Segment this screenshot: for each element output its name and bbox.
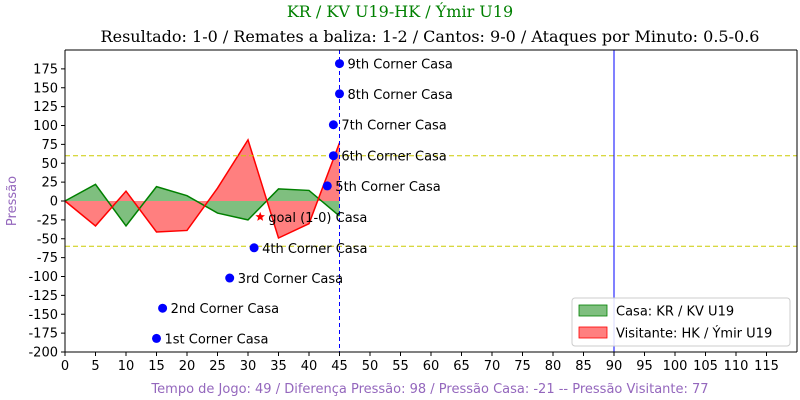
- y-tick-label: -175: [28, 327, 58, 342]
- series-0-area-2: [145, 186, 197, 201]
- annotation-label-6: 6th Corner Casa: [341, 150, 446, 165]
- y-tick-label: 100: [33, 119, 58, 134]
- chart-subtitle: Resultado: 1-0 / Remates a baliza: 1-2 /…: [100, 27, 760, 46]
- x-tick-label: 95: [636, 359, 653, 374]
- goal-marker: [255, 211, 265, 221]
- y-tick-label: -125: [28, 289, 58, 304]
- annotation-label-0: 1st Corner Casa: [165, 332, 269, 347]
- corner-marker-0: [152, 333, 161, 343]
- y-tick-label: 150: [33, 81, 58, 96]
- x-tick-label: 0: [61, 359, 69, 374]
- x-tick-label: 85: [575, 359, 592, 374]
- x-tick-label: 35: [270, 359, 287, 374]
- y-tick-label: 50: [41, 157, 58, 172]
- annotation-label-3: 4th Corner Casa: [262, 242, 367, 257]
- y-tick-label: -25: [37, 213, 58, 228]
- series-1-line: [64, 138, 341, 240]
- y-tick-label: 75: [41, 138, 58, 153]
- x-tick-label: 80: [545, 359, 562, 374]
- series-0-area-3: [196, 201, 267, 220]
- legend-label-home: Casa: KR / KV U19: [616, 305, 734, 320]
- y-tick-label: -150: [28, 308, 58, 323]
- annotation-label-2: 3rd Corner Casa: [238, 272, 343, 287]
- x-tick-label: 50: [362, 359, 379, 374]
- x-tick-label: 70: [484, 359, 501, 374]
- corner-marker-5: [322, 181, 332, 191]
- legend-swatch-home: [578, 304, 608, 317]
- x-tick-label: 30: [240, 359, 257, 374]
- x-tick-label: 5: [91, 359, 99, 374]
- annotation-label-8: 8th Corner Casa: [348, 88, 453, 103]
- series-1-area-2: [133, 201, 209, 232]
- annotation-label-1: 2nd Corner Casa: [171, 302, 280, 317]
- x-tick-label: 15: [148, 359, 165, 374]
- x-tick-label: 65: [453, 359, 470, 374]
- x-tick-label: 20: [179, 359, 196, 374]
- x-tick-label: 115: [754, 359, 779, 374]
- y-tick-label: -200: [28, 346, 58, 361]
- x-tick-label: 75: [514, 359, 531, 374]
- y-tick-label: 125: [33, 100, 58, 115]
- y-tick-label: -75: [37, 251, 58, 266]
- y-tick-label: 25: [41, 176, 58, 191]
- series-0-area-0: [65, 184, 108, 201]
- corner-marker-3: [249, 243, 259, 253]
- x-tick-label: 25: [209, 359, 226, 374]
- series-0-area-4: [266, 188, 322, 201]
- series-1-area-1: [117, 191, 134, 201]
- legend-label-away: Visitante: HK / Ýmir U19: [616, 326, 772, 342]
- y-axis-label: Pressão: [5, 176, 20, 226]
- legend-box: [571, 297, 791, 347]
- series-0-line: [64, 183, 340, 228]
- y-tick-label: -50: [37, 232, 58, 247]
- annotation-label-7: 7th Corner Casa: [341, 119, 446, 134]
- annotation-label-5: 5th Corner Casa: [335, 180, 440, 195]
- chart-title: KR / KV U19-HK / Ýmir U19: [286, 2, 514, 21]
- corner-marker-7: [328, 120, 338, 130]
- x-tick-label: 105: [693, 359, 718, 374]
- legend-swatch-away: [578, 326, 608, 339]
- x-tick-label: 60: [423, 359, 440, 374]
- series-0-area-1: [107, 201, 146, 226]
- annotation-label-4: goal (1-0) Casa: [268, 211, 367, 226]
- annotation-label-9: 9th Corner Casa: [348, 58, 453, 73]
- x-tick-label: 10: [118, 359, 135, 374]
- corner-marker-2: [225, 273, 235, 283]
- x-tick-label: 110: [724, 359, 749, 374]
- corner-marker-6: [328, 151, 338, 161]
- y-tick-label: 175: [33, 62, 58, 77]
- y-tick-label: -100: [28, 270, 58, 285]
- x-tick-label: 90: [606, 359, 623, 374]
- x-tick-label: 100: [663, 359, 688, 374]
- corner-marker-1: [158, 303, 168, 313]
- x-tick-label: 45: [331, 359, 348, 374]
- x-tick-label: 55: [392, 359, 409, 374]
- series-1-area-0: [65, 201, 118, 226]
- corner-marker-9: [335, 59, 344, 69]
- series-1-area-4: [267, 201, 318, 238]
- corner-marker-8: [335, 89, 344, 99]
- y-tick-label: 0: [50, 195, 58, 210]
- x-axis-label: Tempo de Jogo: 49 / Diferença Pressão: 9…: [150, 382, 708, 397]
- x-tick-label: 40: [301, 359, 318, 374]
